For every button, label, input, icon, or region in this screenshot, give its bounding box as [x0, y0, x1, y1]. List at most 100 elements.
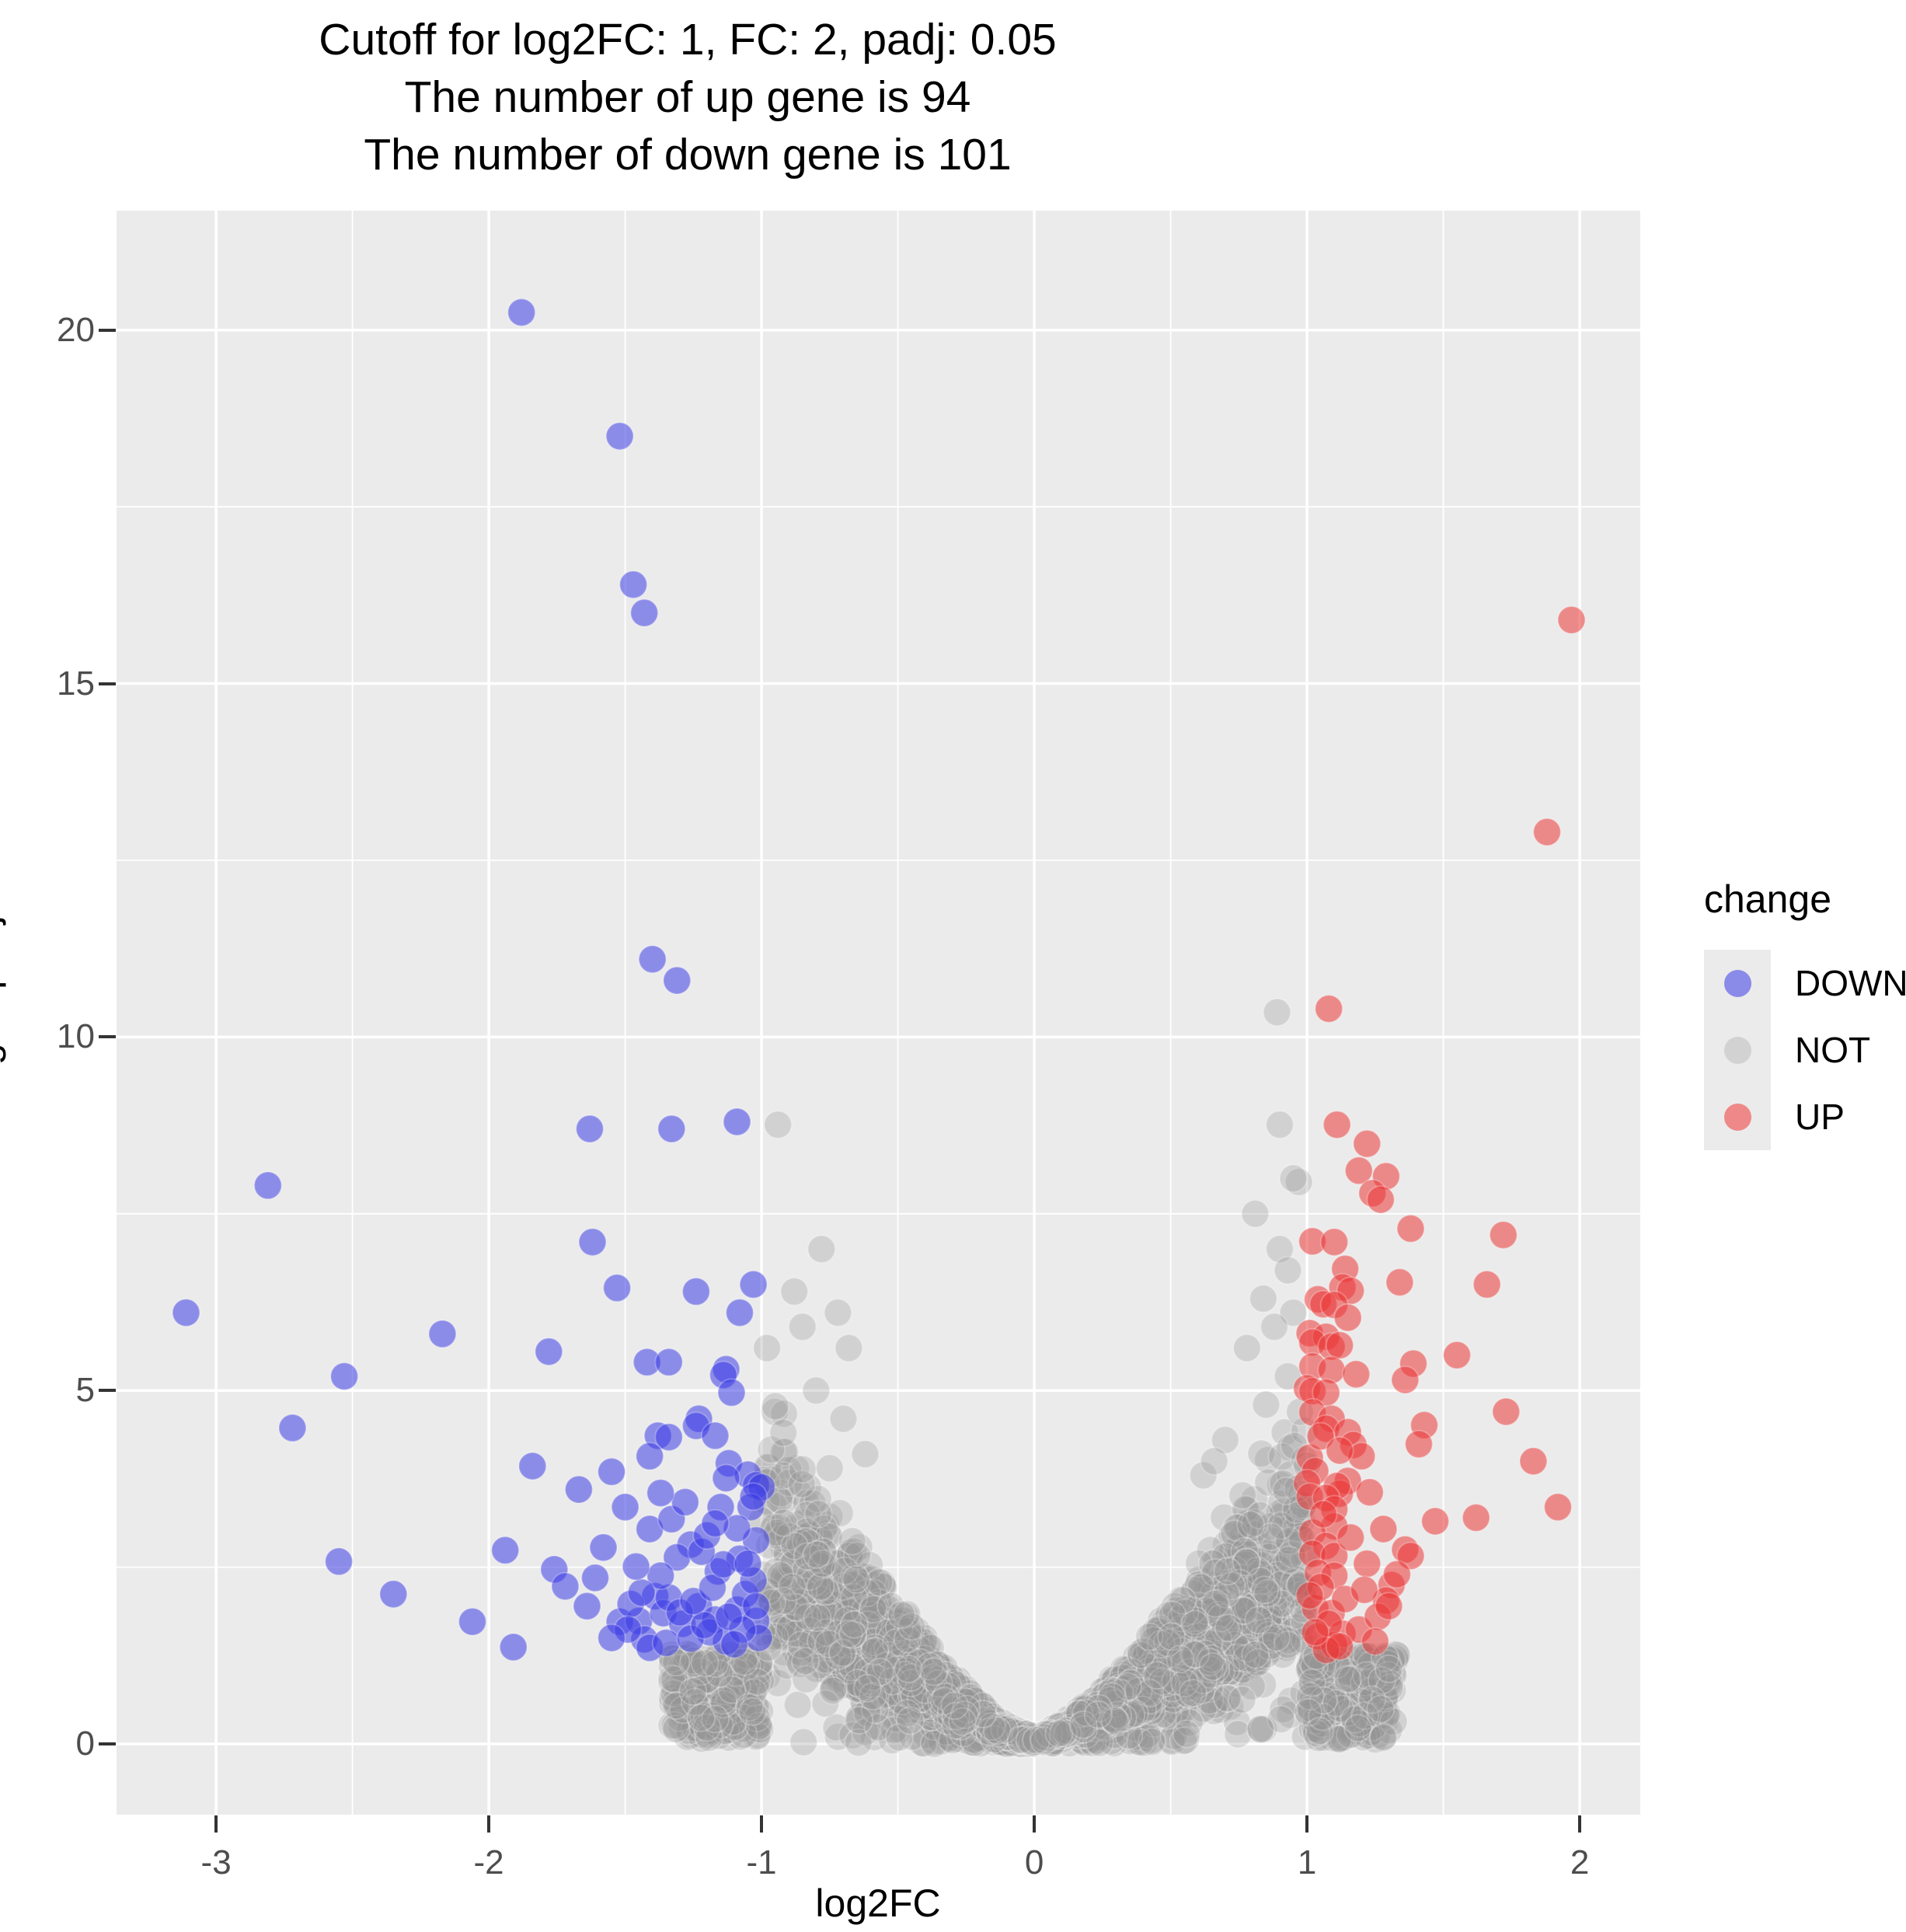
not-point [1200, 1575, 1229, 1605]
not-point [887, 1600, 916, 1630]
not-point [939, 1677, 968, 1707]
not-point [965, 1704, 995, 1734]
not-point [1197, 1659, 1227, 1688]
not-point [752, 1334, 782, 1363]
not-point [1052, 1718, 1082, 1747]
not-point [989, 1714, 1019, 1744]
y-tick-label: 0 [75, 1725, 95, 1763]
not-point [731, 1671, 761, 1700]
not-point [881, 1669, 911, 1698]
up-point [1385, 1268, 1414, 1297]
not-point [779, 1599, 808, 1629]
not-point [999, 1720, 1028, 1749]
not-point [1214, 1613, 1243, 1643]
not-point [772, 1543, 802, 1572]
not-point [775, 1578, 805, 1607]
not-point [1117, 1653, 1146, 1683]
not-point [1259, 1634, 1288, 1663]
not-point [930, 1677, 960, 1707]
not-point [1317, 1688, 1347, 1718]
not-point [976, 1715, 1005, 1745]
not-point [998, 1722, 1028, 1752]
not-point [915, 1657, 945, 1686]
not-point [1012, 1721, 1041, 1751]
not-point [939, 1666, 969, 1696]
not-point [991, 1729, 1021, 1759]
not-point [1136, 1679, 1166, 1708]
not-point [1075, 1711, 1105, 1741]
not-point [1141, 1651, 1170, 1680]
not-point [699, 1679, 728, 1708]
not-point [908, 1664, 938, 1693]
not-point [1142, 1661, 1172, 1690]
not-point [996, 1728, 1026, 1757]
not-point [1214, 1569, 1244, 1599]
not-point [817, 1658, 846, 1687]
not-point [1140, 1649, 1169, 1679]
not-point [963, 1690, 992, 1719]
not-point [962, 1706, 991, 1735]
not-point [1054, 1715, 1083, 1745]
not-point [677, 1700, 706, 1729]
not-point [807, 1234, 836, 1264]
not-point [992, 1719, 1022, 1749]
not-point [1340, 1669, 1370, 1699]
not-point [939, 1685, 968, 1714]
not-point [986, 1714, 1016, 1743]
not-point [1359, 1665, 1389, 1695]
not-point [1071, 1714, 1100, 1743]
down-point [717, 1378, 746, 1407]
not-point [922, 1661, 951, 1690]
not-point [789, 1728, 818, 1757]
down-point [580, 1563, 610, 1592]
not-point [1059, 1706, 1089, 1735]
not-point [1249, 1284, 1278, 1313]
not-point [967, 1715, 997, 1745]
not-point [1046, 1718, 1075, 1747]
not-point [910, 1688, 939, 1718]
up-point [1472, 1270, 1502, 1299]
not-point [1076, 1690, 1105, 1720]
not-point [824, 1722, 853, 1752]
not-point [1018, 1724, 1047, 1752]
not-point [841, 1564, 871, 1594]
down-point [277, 1413, 307, 1442]
not-point [1043, 1718, 1072, 1748]
not-point [984, 1716, 1013, 1745]
not-point [1061, 1714, 1091, 1743]
not-point [990, 1710, 1019, 1739]
not-point [1004, 1719, 1033, 1749]
not-point [1076, 1706, 1106, 1735]
not-point [1094, 1701, 1124, 1731]
not-point [973, 1711, 1002, 1741]
down-point [739, 1482, 768, 1512]
up-point [1325, 1632, 1354, 1661]
down-point [458, 1607, 487, 1637]
not-point [1135, 1675, 1165, 1704]
not-point [943, 1705, 973, 1735]
not-point [1319, 1685, 1348, 1714]
not-point [1148, 1691, 1178, 1721]
not-point [1096, 1707, 1126, 1737]
not-point [1024, 1721, 1054, 1750]
down-point [573, 1592, 601, 1621]
not-point [1034, 1723, 1064, 1752]
not-point [936, 1697, 964, 1726]
not-point [823, 1298, 852, 1327]
not-point [1190, 1582, 1219, 1611]
not-point [851, 1439, 880, 1469]
not-point [1067, 1718, 1096, 1747]
not-point [1129, 1691, 1159, 1721]
up-point [1355, 1477, 1385, 1507]
x-tick-label: -3 [200, 1843, 232, 1881]
not-point [1219, 1620, 1249, 1649]
down-point [646, 1478, 675, 1508]
not-point [841, 1602, 870, 1631]
not-point [1008, 1723, 1037, 1752]
not-point [1046, 1719, 1075, 1749]
not-point [1003, 1721, 1033, 1750]
not-point [1098, 1707, 1127, 1737]
not-point [998, 1728, 1027, 1758]
not-point [970, 1704, 999, 1733]
not-point [1369, 1722, 1399, 1752]
